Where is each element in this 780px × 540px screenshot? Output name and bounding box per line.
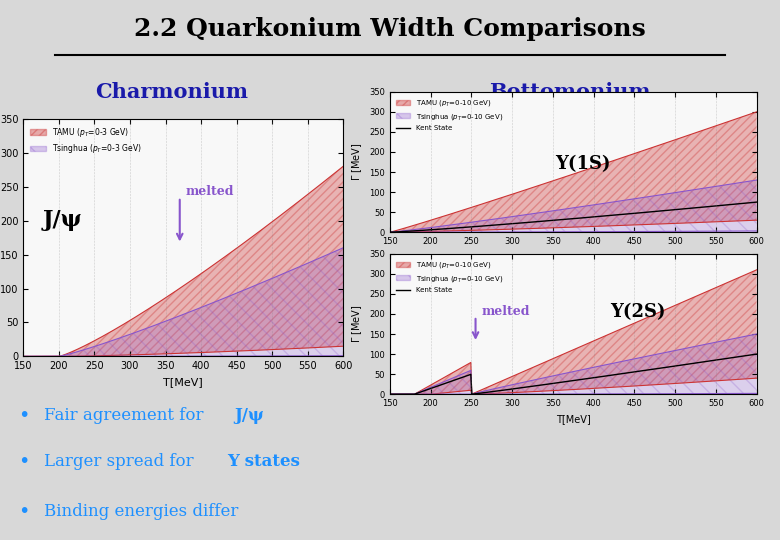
X-axis label: T[MeV]: T[MeV]: [164, 377, 203, 387]
Text: •: •: [19, 451, 30, 471]
Text: Υ states: Υ states: [227, 453, 300, 470]
Legend: TAMU ($p_T$=0-10 GeV), Tsinghua ($p_T$=0-10 GeV), Kent State: TAMU ($p_T$=0-10 GeV), Tsinghua ($p_T$=0…: [393, 95, 505, 134]
Legend: TAMU ($p_T$=0-10 GeV), Tsinghua ($p_T$=0-10 GeV), Kent State: TAMU ($p_T$=0-10 GeV), Tsinghua ($p_T$=0…: [393, 257, 505, 296]
X-axis label: T[MeV]: T[MeV]: [556, 414, 590, 423]
Text: melted: melted: [481, 305, 530, 318]
Text: Binding energies differ: Binding energies differ: [44, 503, 238, 519]
Legend: TAMU ($p_T$=0-3 GeV), Tsinghua ($p_T$=0-3 GeV): TAMU ($p_T$=0-3 GeV), Tsinghua ($p_T$=0-…: [27, 123, 144, 159]
Y-axis label: $\Gamma$ [MeV]: $\Gamma$ [MeV]: [350, 305, 363, 343]
Text: 2.2 Quarkonium Width Comparisons: 2.2 Quarkonium Width Comparisons: [134, 17, 646, 41]
Text: Bottomonium: Bottomonium: [488, 82, 651, 102]
Text: J/ψ: J/ψ: [234, 407, 264, 424]
Text: Υ(2S): Υ(2S): [610, 303, 665, 321]
Text: melted: melted: [186, 185, 234, 198]
Text: •: •: [19, 406, 30, 426]
Text: Charmonium: Charmonium: [95, 82, 248, 102]
Text: Fair agreement for: Fair agreement for: [44, 407, 208, 424]
Text: J/ψ: J/ψ: [43, 209, 82, 231]
Y-axis label: $\Gamma$ [MeV]: $\Gamma$ [MeV]: [350, 143, 363, 181]
Text: Υ(1S): Υ(1S): [555, 155, 611, 173]
Text: Larger spread for: Larger spread for: [44, 453, 199, 470]
Text: •: •: [19, 502, 30, 521]
